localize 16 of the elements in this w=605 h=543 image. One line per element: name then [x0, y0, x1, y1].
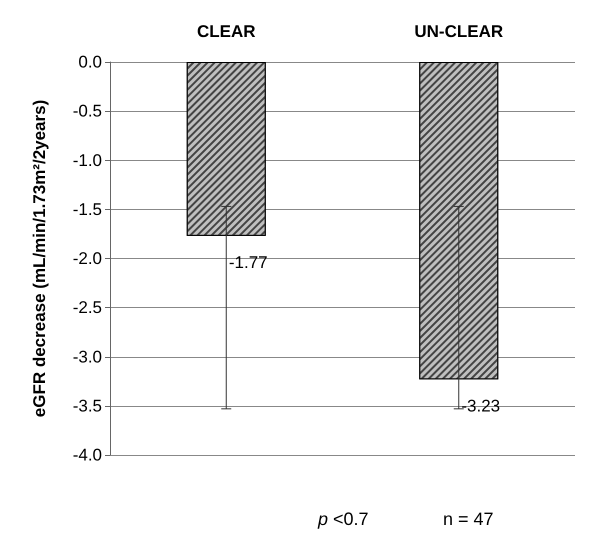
y-tick-label: -0.5 — [72, 102, 102, 121]
y-tick-label: -3.5 — [72, 396, 102, 416]
y-tick-label: -2.0 — [72, 249, 102, 268]
text: p <0.7 — [317, 509, 369, 529]
y-tick-label: -1.0 — [72, 150, 102, 170]
data-label: -1.77 — [228, 252, 268, 272]
y-tick-label: -2.5 — [72, 298, 102, 318]
data-label: -3.23 — [461, 396, 500, 416]
text: n = 47 — [443, 509, 494, 529]
y-tick-label: -3.0 — [72, 347, 102, 366]
y-tick-label: -1.5 — [72, 200, 102, 219]
y-tick-label: -4.0 — [72, 446, 102, 464]
x-tick-label: CLEAR — [196, 22, 256, 41]
y-axis-title: eGFR decrease (mL/min/1.73m²/2years) — [30, 100, 49, 418]
x-tick-label: UN-CLEAR — [414, 22, 504, 41]
y-tick-label: 0.0 — [78, 52, 102, 72]
